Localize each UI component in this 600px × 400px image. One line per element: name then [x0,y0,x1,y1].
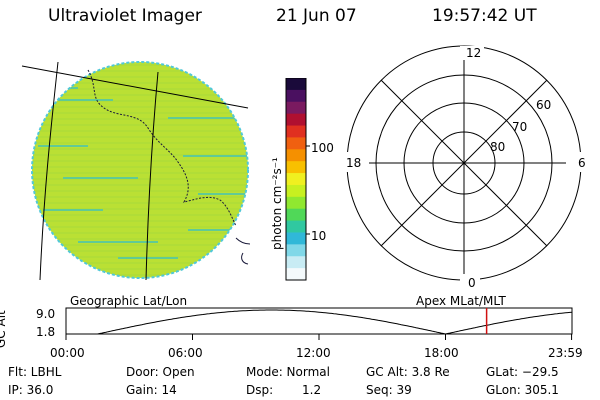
geographic-image [21,61,251,280]
footer-gain: Gain: 14 [126,383,177,397]
timeline-xtick-2359: 23:59 [548,346,583,360]
mlt-label-0: 0 [468,276,476,290]
footer-dsp-label: Dsp: [246,383,274,397]
colorbar-segment [286,232,306,245]
footer-seq: Seq: 39 [366,383,412,397]
colorbar-segment [286,89,306,103]
mlt-label-12: 12 [466,46,482,60]
colorbar-segment [286,101,306,115]
timeline-xtick-1800: 18:00 [424,346,459,360]
timeline-plot [65,307,573,340]
mlt-label-6: 6 [578,156,586,170]
colorbar-tick-10: 10 [311,229,327,243]
lat-label-80: 80 [490,140,506,154]
app-title: Ultraviolet Imager [48,6,202,26]
footer-ip: IP: 36.0 [8,383,54,397]
footer-gc-alt: GC Alt: 3.8 Re [366,365,450,379]
footer-door: Door: Open [126,365,195,379]
footer-glon: GLon: 305.1 [486,383,559,397]
time-label: 19:57:42 UT [432,6,537,26]
colorbar-segment [286,137,306,150]
polar-plot [343,45,588,288]
timeline-xtick-0000: 00:00 [50,346,85,360]
timeline-xtick-0600: 06:00 [168,346,203,360]
colorbar-segment [286,196,306,210]
colorbar-segment [286,184,306,198]
colorbar [285,78,310,281]
timeline-xtick-1200: 12:00 [296,346,331,360]
date-label: 21 Jun 07 [276,6,357,26]
footer-glat: GLat: −29.5 [486,365,559,379]
colorbar-segment [286,149,306,162]
colorbar-segment [286,256,306,269]
colorbar-segment [286,173,306,186]
timeline-ytick-1-8: 1.8 [36,325,56,339]
mlt-label-18: 18 [346,156,362,170]
footer-filter: Flt: LBHL [8,365,62,379]
colorbar-segment [286,161,306,174]
colorbar-segment [286,208,306,222]
timeline-right-label: Apex MLat/MLT [416,294,506,308]
lat-label-70: 70 [512,120,528,134]
colorbar-segment [286,113,306,127]
footer-mode: Mode: Normal [246,365,330,379]
colorbar-segment [286,268,306,281]
lat-label-60: 60 [536,98,552,112]
colorbar-tick-100: 100 [311,141,334,155]
timeline-ytick-9: 9.0 [36,307,56,321]
timeline-left-label: Geographic Lat/Lon [70,294,188,308]
colorbar-segment [286,220,306,234]
footer-dsp-value: 1.2 [302,383,322,397]
colorbar-segment [286,125,306,139]
colorbar-segment [286,244,306,257]
colorbar-segment [286,78,306,91]
